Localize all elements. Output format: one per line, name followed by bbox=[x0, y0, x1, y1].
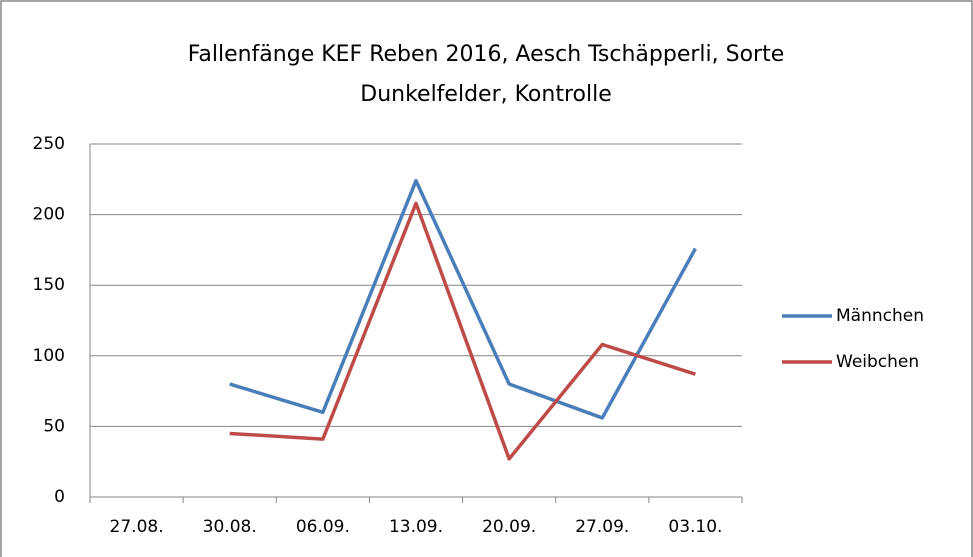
x-tick-label: 27.09. bbox=[575, 517, 629, 537]
y-tick-label: 200 bbox=[33, 205, 65, 225]
series-line bbox=[229, 178, 697, 420]
y-tick-label: 0 bbox=[54, 487, 65, 507]
x-tick-label: 20.09. bbox=[482, 517, 536, 537]
legend-label: Männchen bbox=[836, 306, 924, 326]
x-tick-label: 30.08. bbox=[203, 517, 257, 537]
chart-title: Fallenfänge KEF Reben 2016, Aesch Tschäp… bbox=[188, 42, 785, 67]
legend-label: Weibchen bbox=[836, 352, 919, 372]
x-tick-label: 27.08. bbox=[110, 517, 164, 537]
x-tick-label: 13.09. bbox=[389, 517, 443, 537]
y-tick-label: 100 bbox=[33, 346, 65, 366]
x-tick-label: 03.10. bbox=[668, 517, 722, 537]
series-line bbox=[229, 201, 696, 461]
y-tick-label: 150 bbox=[33, 275, 65, 295]
x-tick-label: 06.09. bbox=[296, 517, 350, 537]
y-tick-label: 250 bbox=[33, 134, 65, 154]
y-tick-label: 50 bbox=[43, 416, 65, 436]
chart-title: Dunkelfelder, Kontrolle bbox=[360, 82, 612, 107]
